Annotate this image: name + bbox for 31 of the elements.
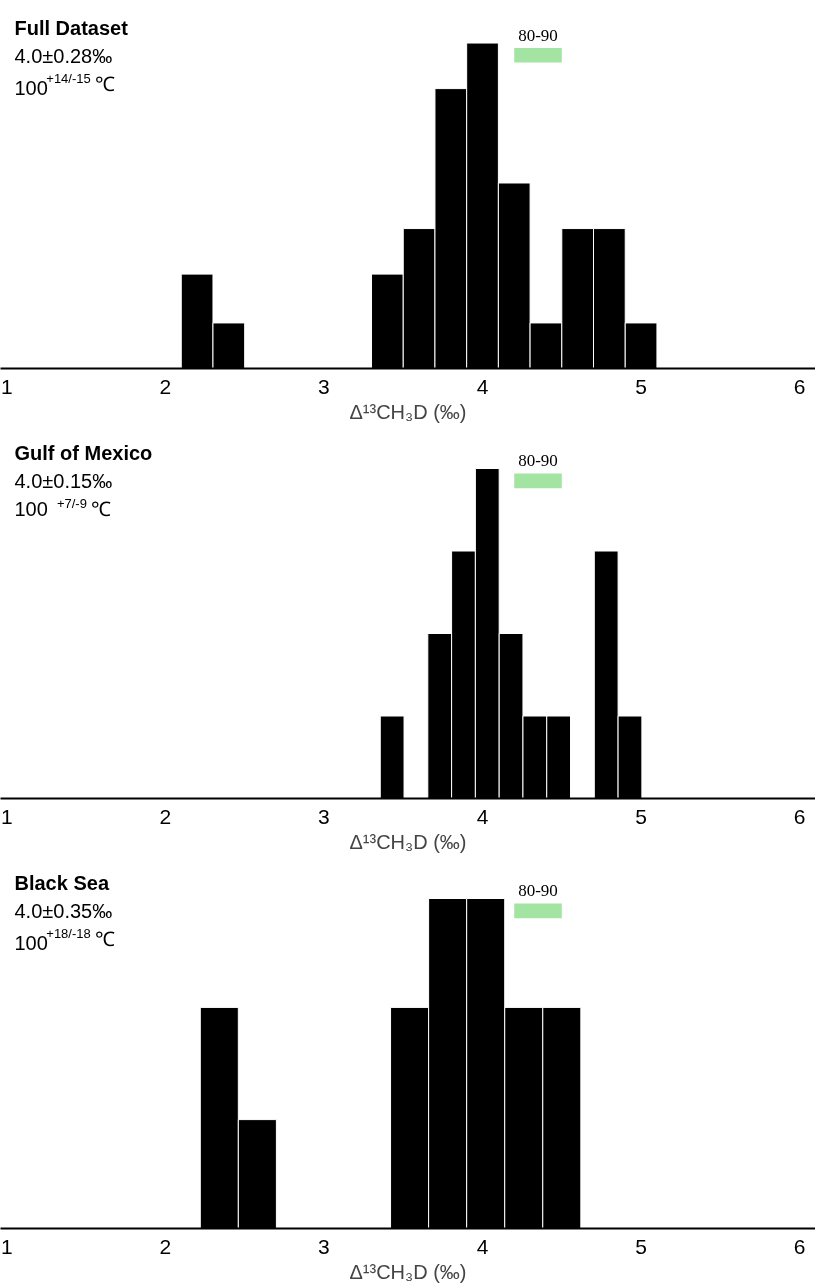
- x-tick-label: 6: [793, 804, 806, 828]
- x-tick-label: 5: [635, 374, 647, 398]
- x-tick-label: 4: [476, 804, 489, 828]
- annotation: 4.0±0.35‰: [14, 899, 113, 922]
- x-tick-label: 4: [476, 1234, 489, 1258]
- x-tick-label: 6: [793, 1234, 806, 1258]
- x-tick-label: 1: [1, 804, 13, 828]
- annotation: 4.0±0.28‰: [14, 44, 113, 67]
- annotation: 100 +7/-9 ℃: [14, 495, 112, 520]
- x-axis-title: Δ¹³CH₃D (‰): [349, 400, 467, 423]
- x-tick-label: 1: [1, 1234, 13, 1258]
- x-tick-label: 2: [159, 1234, 172, 1258]
- x-axis-title: Δ¹³CH₃D (‰): [349, 1260, 467, 1283]
- x-tick-label: 3: [318, 804, 330, 828]
- x-tick-label: 1: [1, 374, 13, 398]
- x-tick-label: 4: [476, 374, 489, 398]
- annotation: 4.0±0.15‰: [14, 469, 113, 492]
- x-tick-label: 5: [635, 804, 647, 828]
- band-label: 80-90: [518, 881, 558, 901]
- chart-title: Gulf of Mexico: [14, 441, 153, 464]
- x-axis-title: Δ¹³CH₃D (‰): [349, 830, 467, 853]
- x-tick-label: 6: [793, 374, 806, 398]
- x-tick-label: 2: [159, 804, 172, 828]
- band-label: 80-90: [518, 451, 558, 471]
- x-tick-label: 3: [318, 1234, 330, 1258]
- chart-title: Full Dataset: [14, 16, 129, 39]
- x-tick-label: 5: [635, 1234, 647, 1258]
- x-tick-label: 2: [159, 374, 172, 398]
- band-label: 80-90: [518, 25, 558, 45]
- x-tick-label: 3: [318, 374, 330, 398]
- chart-title: Black Sea: [14, 871, 110, 894]
